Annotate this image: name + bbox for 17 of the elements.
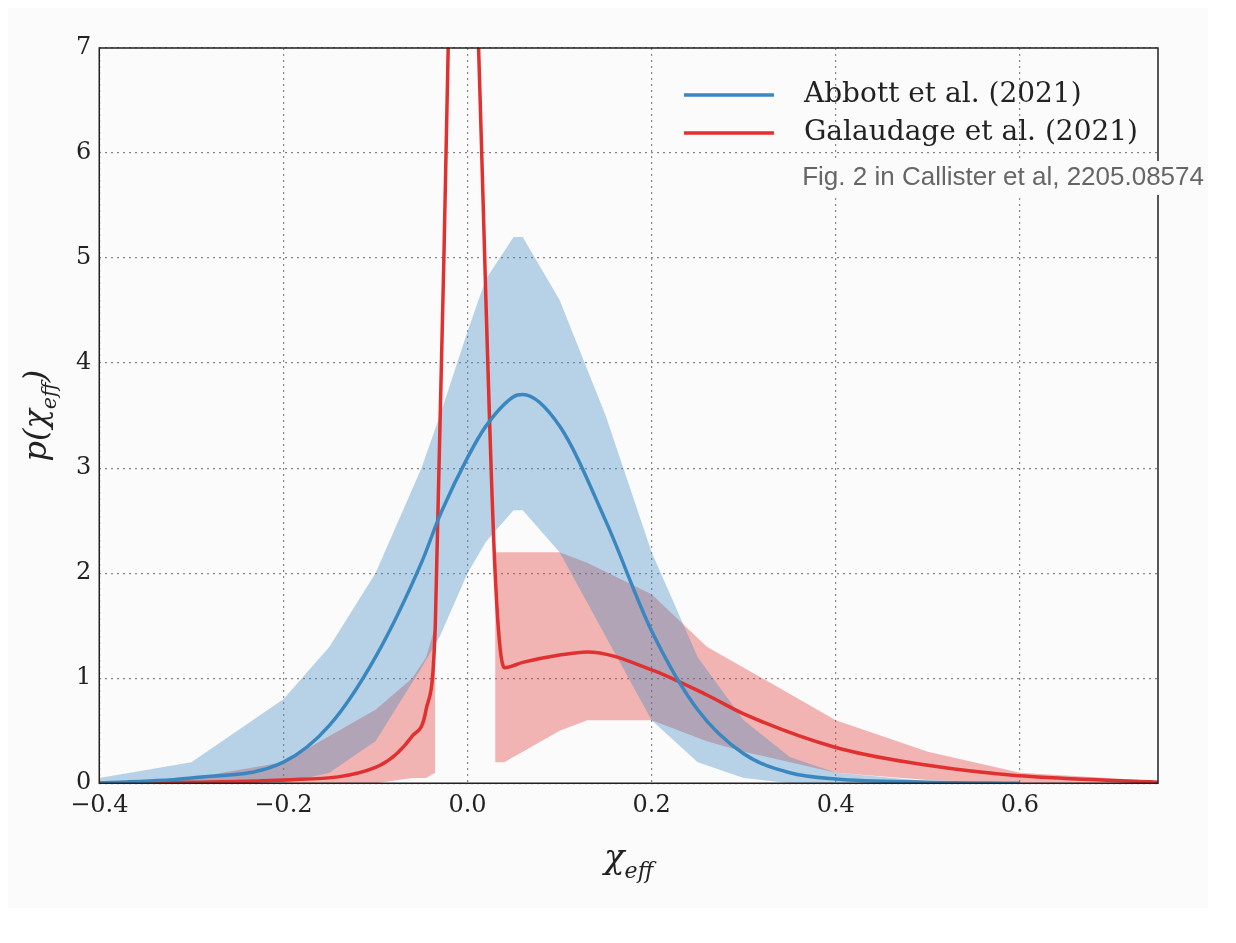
y-tick-label: 7 — [75, 32, 92, 61]
y-tick-label: 3 — [75, 452, 92, 481]
x-tick-label: 0.4 — [816, 789, 855, 818]
y-tick-label: 1 — [75, 662, 92, 691]
y-axis-title: p(χeff) — [16, 369, 61, 462]
x-tick-label: −0.2 — [254, 789, 313, 818]
annotation: Fig. 2 in Callister et al, 2205.08574 — [802, 161, 1204, 192]
y-tick-label: 4 — [75, 347, 92, 376]
legend-label: Galaudage et al. (2021) — [803, 114, 1138, 148]
y-tick-label: 6 — [75, 137, 92, 166]
x-tick-label: 0.6 — [1000, 789, 1039, 818]
x-tick-label: 0.0 — [448, 789, 487, 818]
legend-label: Abbott et al. (2021) — [802, 76, 1082, 110]
y-tick-label: 2 — [75, 557, 92, 586]
line-series — [99, 392, 1022, 784]
x-tick-label: 0.2 — [632, 789, 671, 818]
y-tick-label: 5 — [75, 242, 92, 271]
